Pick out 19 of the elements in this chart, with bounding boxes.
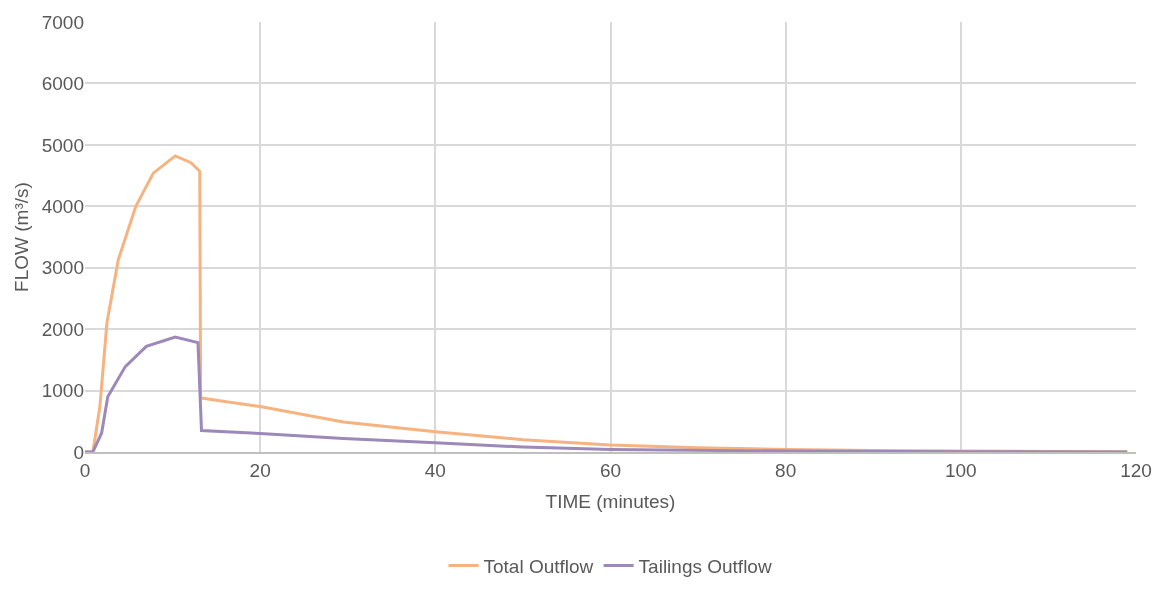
line-series — [85, 335, 1129, 452]
y-tick-label: 3000 — [41, 257, 84, 279]
y-tick-label: 1000 — [41, 380, 84, 402]
y-tick-label: 0 — [73, 441, 84, 463]
y-axis-title: FLOW (m³/s) — [10, 182, 32, 292]
x-tick-label: 80 — [775, 459, 797, 481]
y-tick-label: 6000 — [41, 73, 84, 95]
legend-label: Tailings Outflow — [638, 555, 772, 577]
y-tick-label: 2000 — [41, 318, 84, 340]
legend-label: Total Outflow — [483, 555, 594, 577]
y-tick-label: 5000 — [41, 134, 84, 156]
x-tick-label: 60 — [599, 459, 622, 481]
y-tick-label: 7000 — [41, 11, 84, 33]
x-tick-label: 20 — [249, 459, 271, 481]
x-tick-label: 120 — [1120, 459, 1152, 481]
y-tick-label: 4000 — [41, 195, 84, 217]
x-axis-title: TIME (minutes) — [545, 490, 676, 512]
x-tick-label: 40 — [424, 459, 446, 481]
x-tick-label: 100 — [944, 459, 977, 481]
